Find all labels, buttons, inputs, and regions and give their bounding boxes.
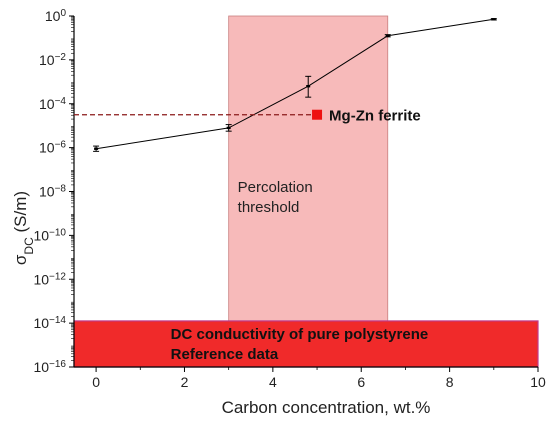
x-tick-label: 2	[181, 374, 189, 390]
polystyrene-label: DC conductivity of pure polystyrene	[171, 326, 429, 343]
polystyrene-band	[73, 320, 539, 368]
percolation-band	[228, 15, 389, 368]
percolation-label: threshold	[238, 199, 300, 216]
ferrite-label: Mg-Zn ferrite	[329, 108, 421, 125]
y-tick-label: 10−2	[39, 51, 66, 68]
data-point	[226, 126, 231, 130]
data-series	[93, 18, 497, 152]
background-bands	[73, 15, 539, 368]
annotations: Mg-Zn ferrite Percolation threshold DC cond…	[74, 108, 428, 363]
y-axis-title: σDC (S/m)	[11, 191, 36, 265]
x-tick-label: 6	[357, 374, 365, 390]
y-tick-label: 10−12	[33, 271, 66, 288]
data-point	[94, 147, 99, 150]
x-tick-label: 10	[530, 374, 546, 390]
y-tick-label: 100	[45, 8, 67, 25]
x-tick-label: 8	[446, 374, 454, 390]
y-axis-title-symbol: σ	[11, 254, 30, 265]
y-tick-label: 10−14	[33, 315, 66, 332]
x-axis-title: Carbon concentration, wt.%	[222, 398, 431, 417]
y-tick-label: 10−8	[39, 183, 66, 200]
axes: 0 2 4 6 8 10 10−16 10−14 10−12 10−10 10−8 10−6 10−4 1…	[33, 8, 546, 391]
ferrite-marker	[312, 109, 323, 120]
y-axis-title-unit: (S/m)	[11, 191, 30, 237]
percolation-label: Percolation	[238, 179, 313, 196]
y-tick-label: 10−4	[39, 95, 66, 112]
y-axis-title-subscript: DC	[22, 237, 36, 255]
x-tick-label: 0	[92, 374, 100, 390]
x-tick-label: 4	[269, 374, 277, 390]
y-tick-label: 10−10	[33, 227, 66, 244]
data-point	[491, 18, 496, 21]
data-point	[306, 85, 311, 88]
y-tick-label: 10−6	[39, 139, 66, 156]
data-point	[385, 34, 390, 37]
y-tick-label: 10−16	[33, 359, 66, 376]
polystyrene-label: Reference data	[171, 346, 279, 363]
